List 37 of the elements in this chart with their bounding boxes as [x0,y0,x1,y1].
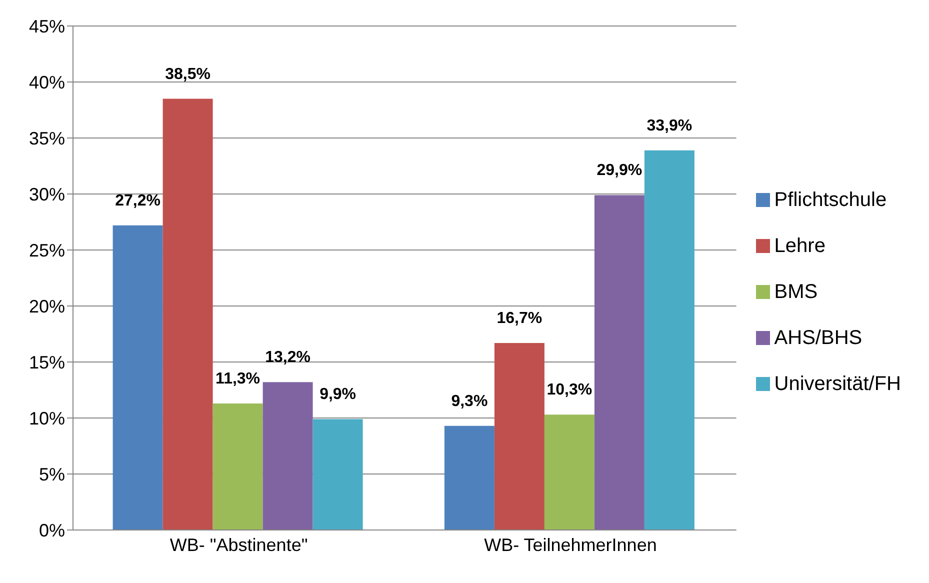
bar [212,403,263,530]
y-tick-label: 15% [28,352,65,372]
y-tick-label: 40% [28,72,65,92]
bar [162,98,213,530]
data-label: 38,5% [165,66,210,83]
y-tick-label: 35% [28,128,65,148]
y-tick-label: 30% [28,184,65,204]
y-tick-label: 25% [28,240,65,260]
bar [262,382,313,530]
legend-label: AHS/BHS [774,326,862,348]
data-label: 9,9% [320,386,356,404]
y-tick-label: 10% [28,408,65,428]
bar [494,342,544,530]
bar [112,225,163,530]
data-label: 13,2% [265,349,310,366]
y-tick-label: 5% [38,464,65,484]
bar [444,426,494,530]
legend-label: Lehre [774,234,826,256]
legend-label: BMS [774,280,818,302]
x-tick-label: WB- TeilnehmerInnen [484,534,657,555]
y-tick-label: 20% [28,296,65,316]
y-tick-label: 45% [28,16,65,36]
bar [544,414,594,530]
data-label: 27,2% [115,192,160,210]
y-tick-label: 0% [38,520,65,540]
legend-label: Pflichtschule [774,188,887,210]
data-label: 10,3% [546,382,592,399]
data-label: 33,9% [646,117,692,134]
bar [594,195,644,530]
data-label: 11,3% [216,370,260,388]
bar [644,150,694,530]
legend-label: Universität/FH [774,372,901,394]
bar [312,419,363,530]
x-tick-label: WB- "Abstinente" [170,534,308,555]
data-label: 29,9% [596,162,642,180]
data-label: 16,7% [496,310,542,327]
data-label: 9,3% [451,392,488,410]
